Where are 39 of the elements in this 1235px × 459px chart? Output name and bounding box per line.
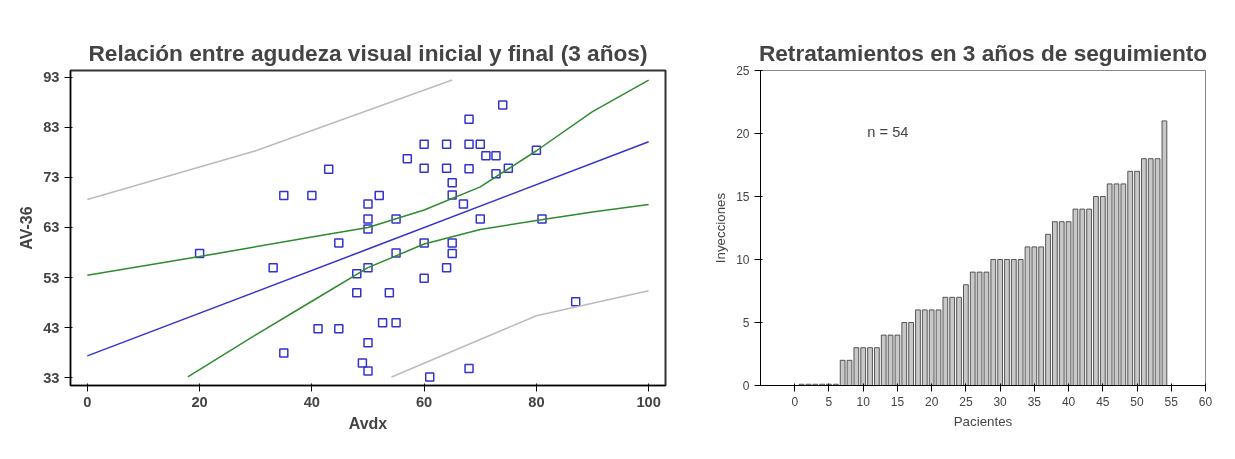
chart-title: Retratamientos en 3 años de seguimiento: [758, 39, 1208, 66]
y-tick-label: 10: [736, 253, 750, 267]
x-tick-label: 100: [636, 393, 661, 410]
y-tick-label: 83: [43, 119, 60, 136]
x-tick-label: 40: [303, 393, 321, 410]
chart-title: Relación entre agudeza visual inicial y final (3 años): [88, 39, 648, 66]
x-axis-title: Avdx: [348, 414, 388, 432]
y-tick-label: 5: [742, 316, 750, 330]
y-tick-label: 93: [43, 69, 60, 86]
x-tick-label: 25: [959, 394, 973, 409]
x-tick-label: 15: [890, 394, 905, 409]
y-tick-label: 0: [742, 379, 750, 393]
x-tick-label: 30: [993, 394, 1008, 409]
x-tick-label: 10: [856, 394, 871, 409]
y-tick-label: 53: [43, 269, 60, 286]
y-tick-label: 63: [43, 219, 60, 236]
annotation: n = 54: [867, 123, 909, 140]
y-tick-label: 20: [736, 127, 750, 141]
x-tick-label: 0: [791, 394, 799, 409]
x-tick-label: 55: [1164, 394, 1179, 409]
x-tick-label: 40: [1061, 394, 1076, 409]
y-tick-label: 15: [736, 190, 750, 204]
y-tick-label: 73: [43, 169, 60, 186]
x-tick-label: 60: [415, 393, 433, 410]
y-tick-label: 33: [43, 369, 60, 386]
x-tick-label: 80: [528, 393, 545, 410]
x-tick-label: 20: [924, 394, 939, 409]
x-tick-label: 45: [1096, 394, 1110, 409]
x-tick-label: 20: [191, 393, 208, 410]
y-tick-label: 25: [736, 64, 750, 78]
y-axis-title: Inyecciones: [713, 192, 729, 264]
x-tick-label: 35: [1027, 394, 1042, 409]
x-tick-label: 50: [1130, 394, 1145, 409]
x-axis-title: Pacientes: [953, 413, 1013, 429]
x-tick-label: 0: [83, 393, 92, 410]
y-tick-label: 43: [43, 319, 60, 336]
y-axis-title: AV-36: [18, 206, 36, 250]
x-tick-label: 5: [825, 394, 833, 409]
x-tick-label: 60: [1198, 394, 1213, 409]
